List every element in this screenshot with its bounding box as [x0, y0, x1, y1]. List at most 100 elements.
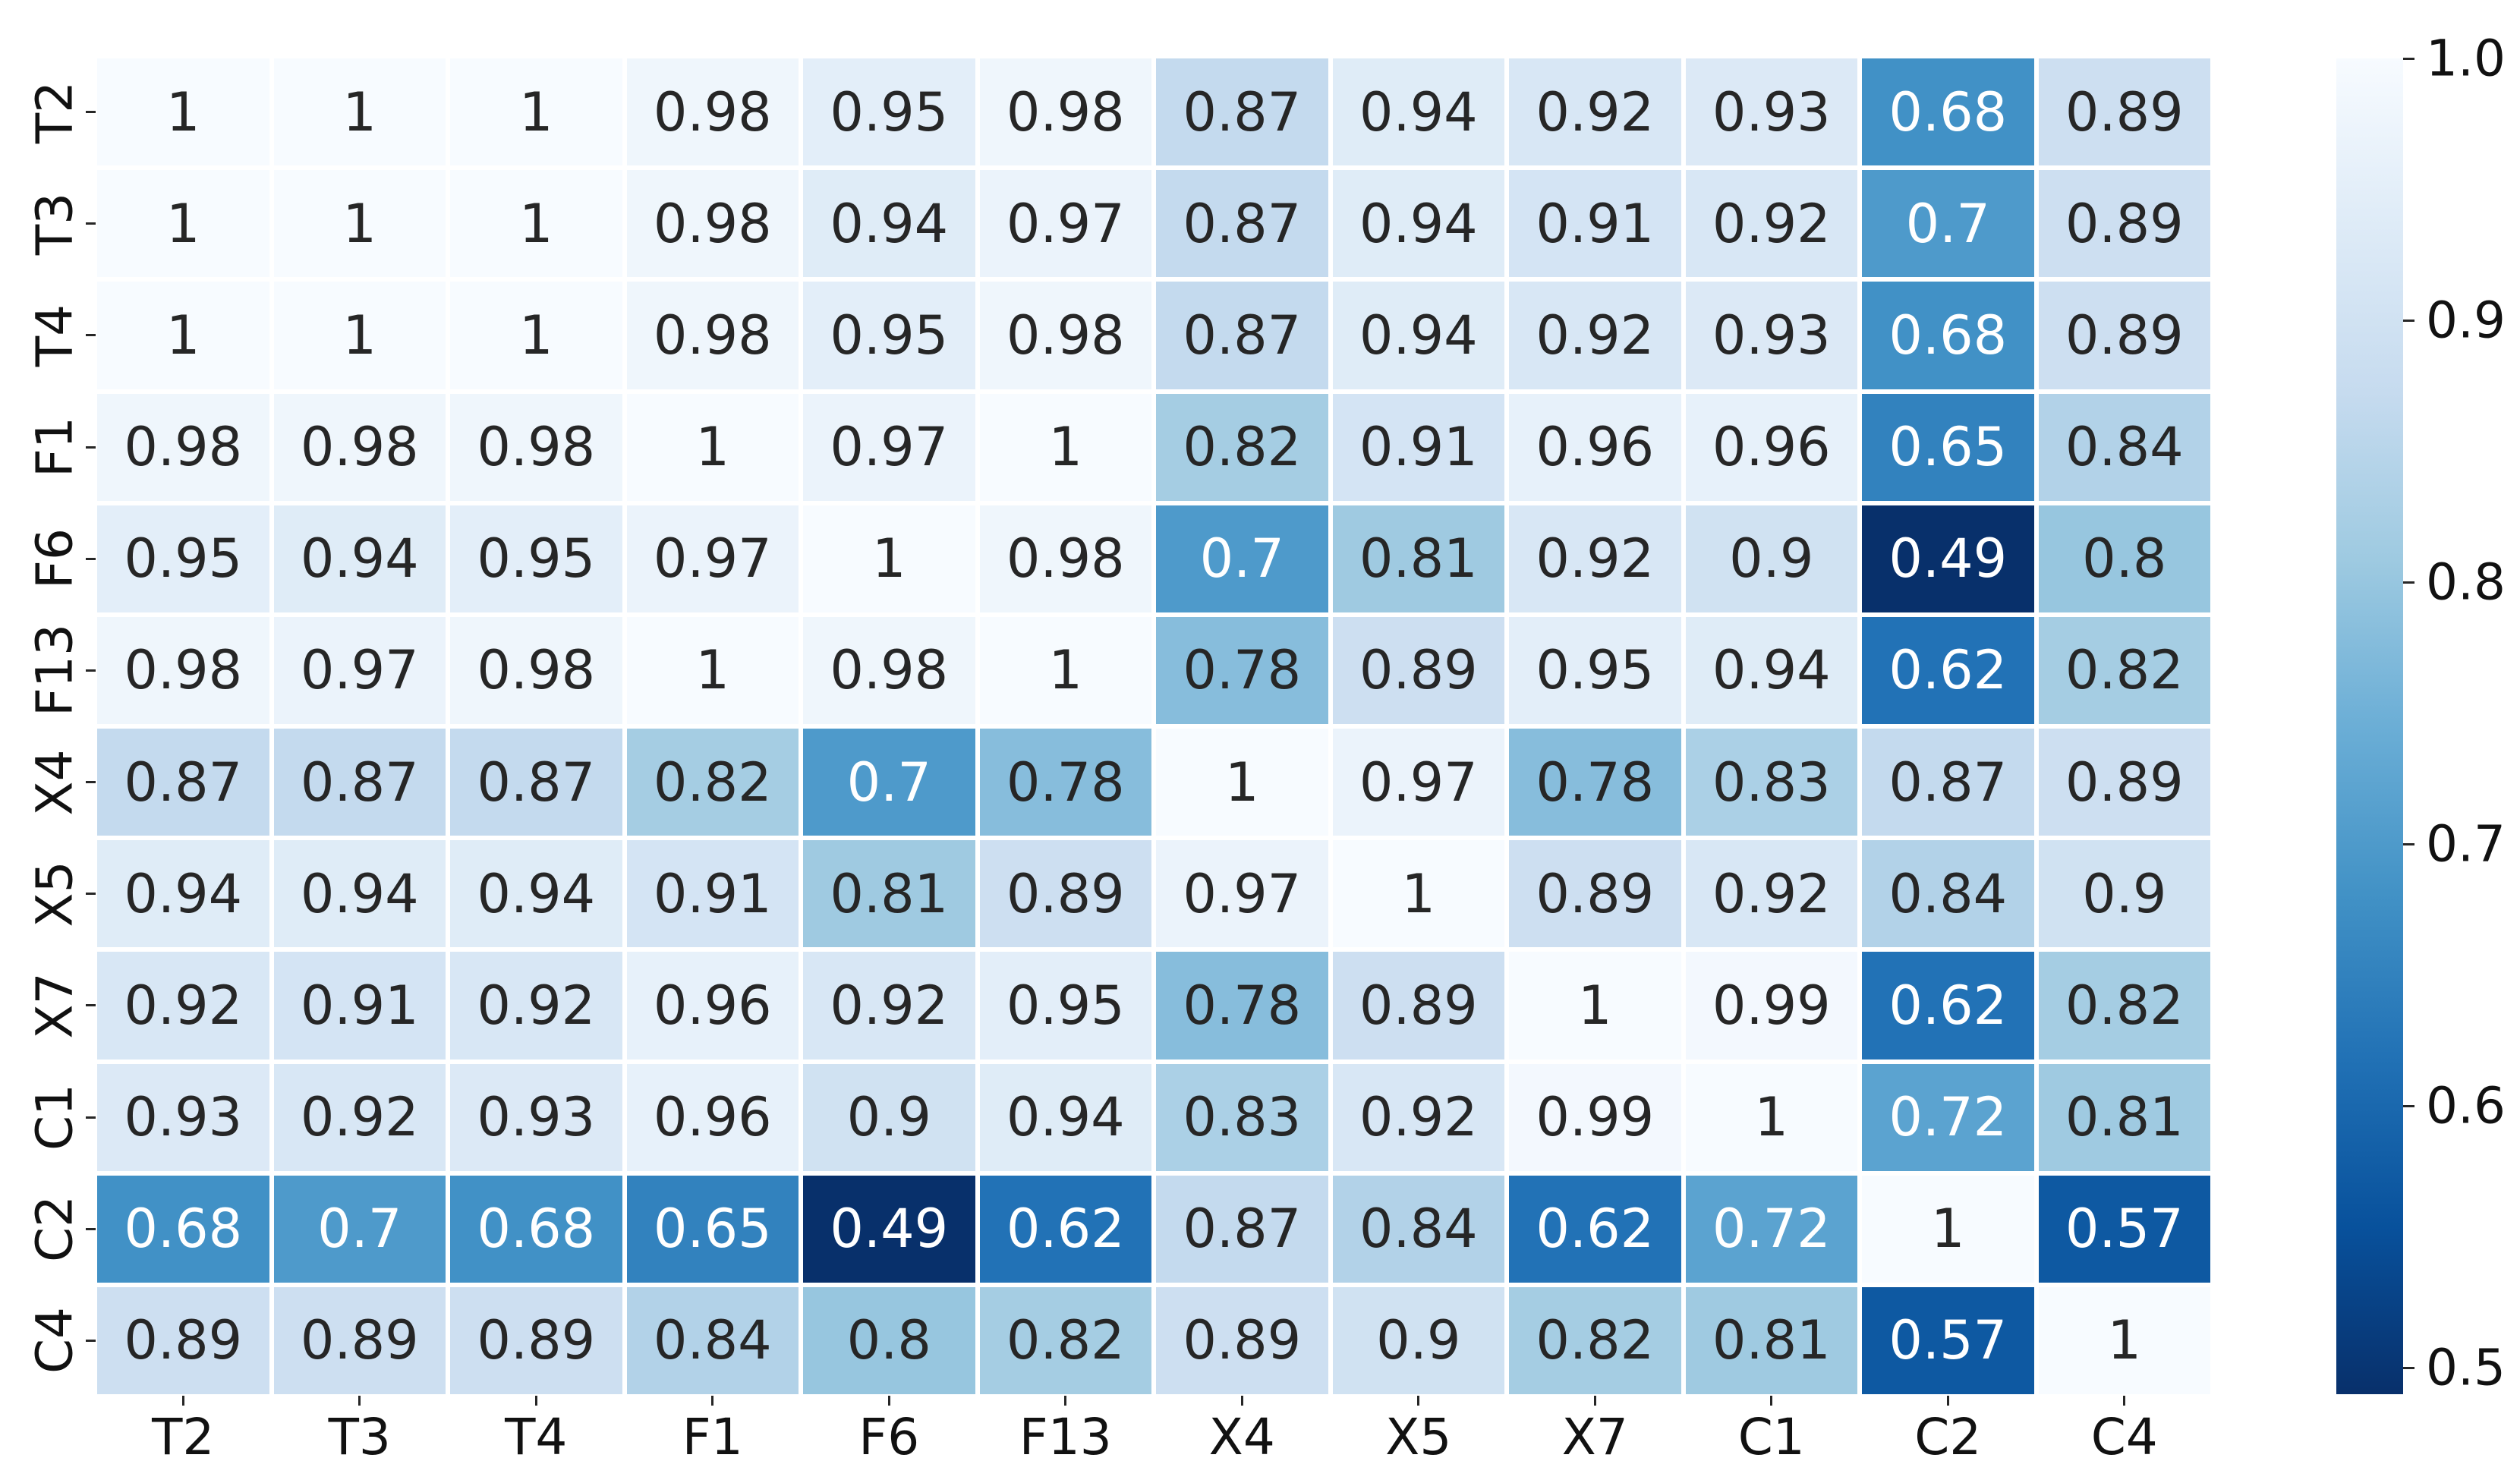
heatmap-cell: 1: [1156, 729, 1328, 836]
heatmap-cell: 0.7: [1156, 505, 1328, 612]
heatmap-cell: 0.82: [626, 729, 799, 836]
heatmap-cell: 0.89: [2038, 58, 2210, 166]
x-tick-mark: [711, 1396, 714, 1406]
y-tick-mark: [86, 222, 96, 225]
heatmap-cell: 0.99: [1685, 952, 1857, 1060]
heatmap-cell: 1: [450, 282, 622, 389]
heatmap-cell: 0.49: [803, 1175, 975, 1283]
heatmap-cell: 0.96: [1685, 393, 1857, 501]
y-tick-label: T4: [25, 304, 84, 367]
heatmap-cell: 0.92: [273, 1063, 446, 1171]
y-tick-label: F6: [25, 528, 84, 590]
heatmap-cell: 0.92: [1685, 840, 1857, 948]
heatmap-cell: 0.92: [97, 952, 269, 1060]
x-tick-label: X5: [1385, 1408, 1452, 1466]
x-tick-label: T3: [328, 1408, 391, 1466]
heatmap-cell: 0.98: [979, 58, 1151, 166]
x-tick-mark: [181, 1396, 184, 1406]
heatmap-cell: 0.87: [450, 729, 622, 836]
heatmap-cell: 0.94: [1332, 58, 1504, 166]
y-tick-mark: [86, 781, 96, 784]
y-tick-mark: [86, 557, 96, 560]
heatmap-cell: 1: [1332, 840, 1504, 948]
heatmap-cell: 0.82: [1509, 1286, 1681, 1394]
heatmap-cell: 0.95: [97, 505, 269, 612]
x-tick-mark: [1593, 1396, 1596, 1406]
y-tick-mark: [86, 334, 96, 337]
heatmap-cell: 0.95: [1509, 616, 1681, 724]
x-tick-label: T2: [152, 1408, 215, 1466]
y-tick-mark: [86, 1227, 96, 1230]
heatmap-cell: 0.96: [626, 952, 799, 1060]
heatmap-cell: 0.89: [1332, 616, 1504, 724]
heatmap-cell: 0.84: [2038, 393, 2210, 501]
y-tick-label: X7: [25, 972, 84, 1039]
heatmap-cell: 0.98: [626, 170, 799, 278]
y-tick-mark: [86, 669, 96, 672]
heatmap-cell: 0.9: [803, 1063, 975, 1171]
heatmap-cell: 0.81: [2038, 1063, 2210, 1171]
x-tick-label: F1: [682, 1408, 743, 1466]
heatmap-cell: 0.97: [1332, 729, 1504, 836]
y-tick-mark: [86, 1004, 96, 1007]
heatmap-cell: 0.7: [1862, 170, 2034, 278]
y-tick-label: X5: [25, 861, 84, 927]
heatmap-cell: 0.93: [1685, 58, 1857, 166]
x-tick-label: T4: [505, 1408, 568, 1466]
heatmap-cell: 0.87: [97, 729, 269, 836]
heatmap-cell: 0.97: [979, 170, 1151, 278]
x-tick-mark: [1770, 1396, 1773, 1406]
heatmap-cell: 0.68: [1862, 58, 2034, 166]
heatmap-cell: 0.68: [450, 1175, 622, 1283]
y-tick-mark: [86, 1116, 96, 1119]
y-tick-label: F13: [25, 624, 84, 717]
x-tick-mark: [358, 1396, 361, 1406]
heatmap-cell: 0.82: [979, 1286, 1151, 1394]
heatmap-cell: 0.96: [626, 1063, 799, 1171]
heatmap-cell: 0.91: [1509, 170, 1681, 278]
heatmap-cell: 0.93: [97, 1063, 269, 1171]
heatmap-cell: 0.98: [626, 58, 799, 166]
heatmap-cell: 0.92: [1685, 170, 1857, 278]
heatmap-cell: 0.94: [450, 840, 622, 948]
heatmap-cell: 0.7: [273, 1175, 446, 1283]
heatmap-cell: 0.89: [2038, 729, 2210, 836]
heatmap-cell: 0.84: [1862, 840, 2034, 948]
heatmap-cell: 0.98: [97, 393, 269, 501]
heatmap-cell: 0.78: [1509, 729, 1681, 836]
heatmap-cell: 1: [450, 58, 622, 166]
heatmap-cell: 1: [979, 616, 1151, 724]
heatmap-cell: 0.8: [2038, 505, 2210, 612]
heatmap-cell: 0.96: [1509, 393, 1681, 501]
heatmap-cell: 0.97: [273, 616, 446, 724]
heatmap-cell: 0.89: [273, 1286, 446, 1394]
heatmap-cell: 0.89: [1509, 840, 1681, 948]
y-tick-label: X4: [25, 748, 84, 816]
heatmap-cell: 0.9: [1332, 1286, 1504, 1394]
y-tick-mark: [86, 111, 96, 114]
colorbar-tick-mark: [2403, 1366, 2414, 1369]
heatmap-cell: 1: [97, 282, 269, 389]
colorbar-tick-label: 0.8: [2426, 553, 2506, 612]
heatmap-cell: 0.9: [2038, 840, 2210, 948]
heatmap-cell: 0.62: [1509, 1175, 1681, 1283]
heatmap-cell: 0.72: [1862, 1063, 2034, 1171]
heatmap-cell: 0.94: [803, 170, 975, 278]
heatmap-cell: 0.89: [1156, 1286, 1328, 1394]
heatmap-cell: 0.95: [803, 58, 975, 166]
heatmap-cell: 1: [450, 170, 622, 278]
x-tick-mark: [534, 1396, 537, 1406]
heatmap-cell: 1: [626, 393, 799, 501]
y-tick-label: C4: [25, 1307, 84, 1374]
heatmap-cell: 0.8: [803, 1286, 975, 1394]
colorbar-tick-label: 0.5: [2426, 1338, 2506, 1397]
heatmap-cell: 0.97: [626, 505, 799, 612]
heatmap-cell: 1: [273, 282, 446, 389]
heatmap-cell: 1: [1685, 1063, 1857, 1171]
heatmap-cell: 0.7: [803, 729, 975, 836]
heatmap-cell: 0.89: [97, 1286, 269, 1394]
heatmap-cell: 0.98: [979, 282, 1151, 389]
heatmap-cell: 0.93: [1685, 282, 1857, 389]
heatmap-cell: 0.87: [1862, 729, 2034, 836]
x-tick-label: F6: [858, 1408, 920, 1466]
